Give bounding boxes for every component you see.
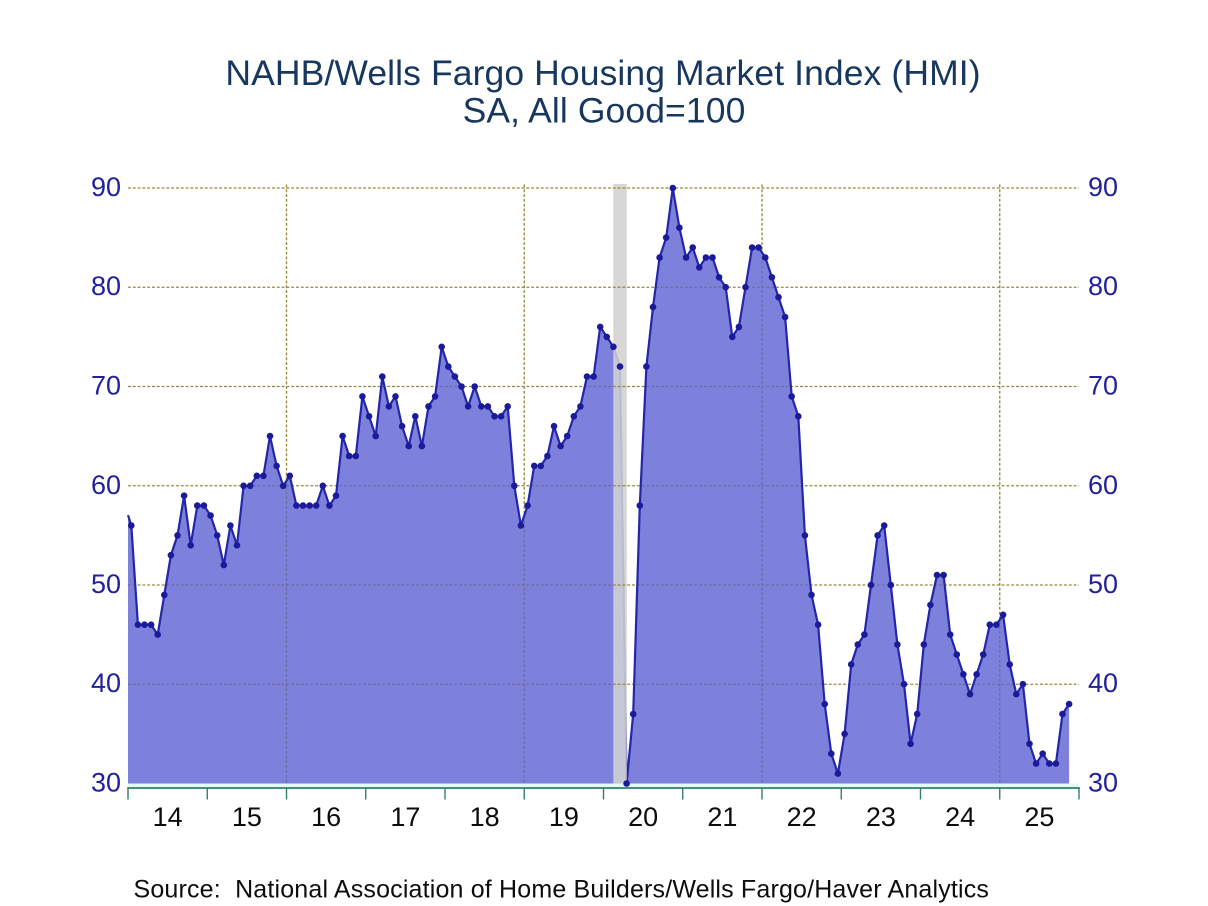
svg-text:30: 30 — [1088, 768, 1118, 798]
svg-text:60: 60 — [91, 470, 121, 500]
svg-text:14: 14 — [153, 802, 183, 832]
svg-text:60: 60 — [1088, 470, 1118, 500]
svg-text:15: 15 — [232, 802, 262, 832]
svg-text:90: 90 — [91, 172, 121, 202]
svg-text:19: 19 — [549, 802, 579, 832]
svg-text:90: 90 — [1088, 172, 1118, 202]
svg-text:20: 20 — [628, 802, 658, 832]
svg-text:21: 21 — [707, 802, 737, 832]
svg-text:70: 70 — [1088, 371, 1118, 401]
svg-text:23: 23 — [866, 802, 896, 832]
svg-text:25: 25 — [1024, 802, 1054, 832]
svg-text:70: 70 — [91, 371, 121, 401]
svg-text:80: 80 — [1088, 271, 1118, 301]
svg-text:22: 22 — [787, 802, 817, 832]
svg-text:30: 30 — [91, 768, 121, 798]
svg-text:NAHB/Wells Fargo Housing Marke: NAHB/Wells Fargo Housing Market Index (H… — [225, 53, 980, 93]
svg-text:Source: National Association: Source: National Association of Home Bui… — [134, 876, 990, 904]
svg-text:40: 40 — [91, 668, 121, 698]
svg-text:40: 40 — [1088, 668, 1118, 698]
svg-text:16: 16 — [311, 802, 341, 832]
svg-text:50: 50 — [91, 569, 121, 599]
svg-text:18: 18 — [470, 802, 500, 832]
svg-text:80: 80 — [91, 271, 121, 301]
svg-text:24: 24 — [945, 802, 975, 832]
svg-text:SA, All Good=100: SA, All Good=100 — [463, 91, 746, 131]
svg-text:17: 17 — [390, 802, 420, 832]
svg-text:50: 50 — [1088, 569, 1118, 599]
